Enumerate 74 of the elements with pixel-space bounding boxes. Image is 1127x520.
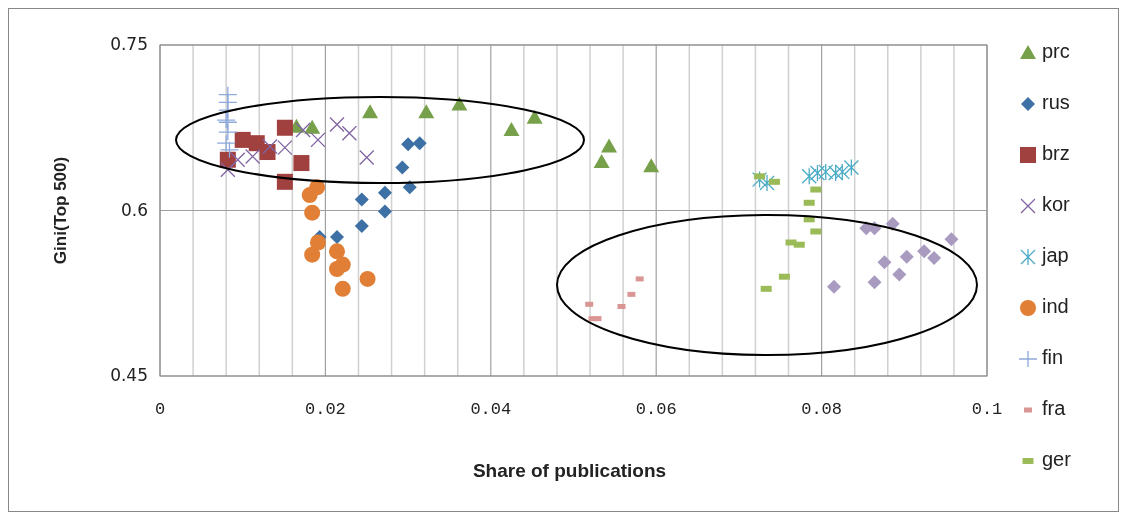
point bbox=[643, 158, 660, 173]
point bbox=[418, 104, 435, 119]
point bbox=[328, 260, 345, 277]
point bbox=[843, 158, 860, 177]
x-tick-label: 0.1 bbox=[971, 400, 1003, 419]
point bbox=[334, 280, 351, 297]
legend-label: fin bbox=[1042, 346, 1064, 369]
y-axis-title: Gini(Top 500) bbox=[51, 156, 70, 265]
point bbox=[244, 148, 261, 165]
legend-label: prc bbox=[1042, 40, 1070, 63]
point bbox=[899, 249, 914, 264]
point bbox=[362, 104, 379, 119]
y-tick-label: 0.6 bbox=[120, 199, 148, 220]
point bbox=[593, 153, 610, 168]
point bbox=[309, 234, 326, 251]
legend-label: rus bbox=[1042, 91, 1070, 114]
point bbox=[877, 255, 892, 270]
y-tick-label: 0.45 bbox=[110, 365, 148, 385]
legend-label: brz bbox=[1042, 142, 1070, 165]
point bbox=[451, 96, 468, 111]
point bbox=[329, 116, 345, 133]
point bbox=[230, 152, 246, 168]
point bbox=[341, 125, 358, 141]
point bbox=[927, 250, 942, 265]
point bbox=[329, 229, 344, 244]
point bbox=[377, 204, 392, 219]
point bbox=[301, 187, 318, 204]
point bbox=[354, 218, 369, 233]
point bbox=[401, 137, 416, 152]
point bbox=[809, 164, 826, 182]
x-tick-label: 0.04 bbox=[470, 400, 512, 419]
point bbox=[867, 275, 882, 290]
point bbox=[601, 138, 618, 153]
point bbox=[827, 279, 842, 294]
point bbox=[944, 232, 959, 247]
legend-label: jap bbox=[1041, 244, 1069, 267]
point bbox=[276, 119, 293, 136]
point bbox=[359, 270, 376, 287]
x-axis-title: Share of publications bbox=[472, 460, 667, 481]
legend-label: ger bbox=[1042, 448, 1072, 471]
point bbox=[892, 267, 907, 282]
legend-label: kor bbox=[1042, 193, 1071, 216]
point bbox=[818, 163, 834, 181]
x-tick-label: 0 bbox=[154, 400, 166, 419]
point bbox=[310, 132, 326, 148]
point bbox=[293, 155, 310, 172]
point bbox=[295, 122, 311, 138]
point bbox=[503, 121, 520, 136]
point bbox=[216, 134, 236, 152]
point bbox=[828, 164, 844, 182]
legend-label: fra bbox=[1042, 397, 1067, 420]
point bbox=[328, 243, 345, 260]
x-tick-label: 0.06 bbox=[635, 400, 677, 419]
point bbox=[801, 167, 817, 185]
point bbox=[751, 170, 768, 189]
point bbox=[917, 244, 932, 259]
point bbox=[304, 119, 321, 134]
point bbox=[395, 160, 410, 175]
point bbox=[304, 204, 321, 221]
point bbox=[834, 163, 850, 181]
point bbox=[359, 149, 375, 166]
point bbox=[219, 141, 240, 159]
y-tick-label: 0.75 bbox=[110, 34, 148, 54]
x-tick-label: 0.08 bbox=[801, 400, 843, 419]
point bbox=[526, 109, 543, 124]
point bbox=[354, 192, 369, 207]
point bbox=[377, 185, 392, 200]
x-tick-label: 0.02 bbox=[304, 400, 346, 419]
point bbox=[220, 162, 236, 178]
point bbox=[759, 174, 775, 192]
point bbox=[304, 246, 321, 263]
legend-label: ind bbox=[1042, 295, 1069, 318]
point bbox=[218, 123, 238, 141]
point bbox=[412, 136, 427, 151]
